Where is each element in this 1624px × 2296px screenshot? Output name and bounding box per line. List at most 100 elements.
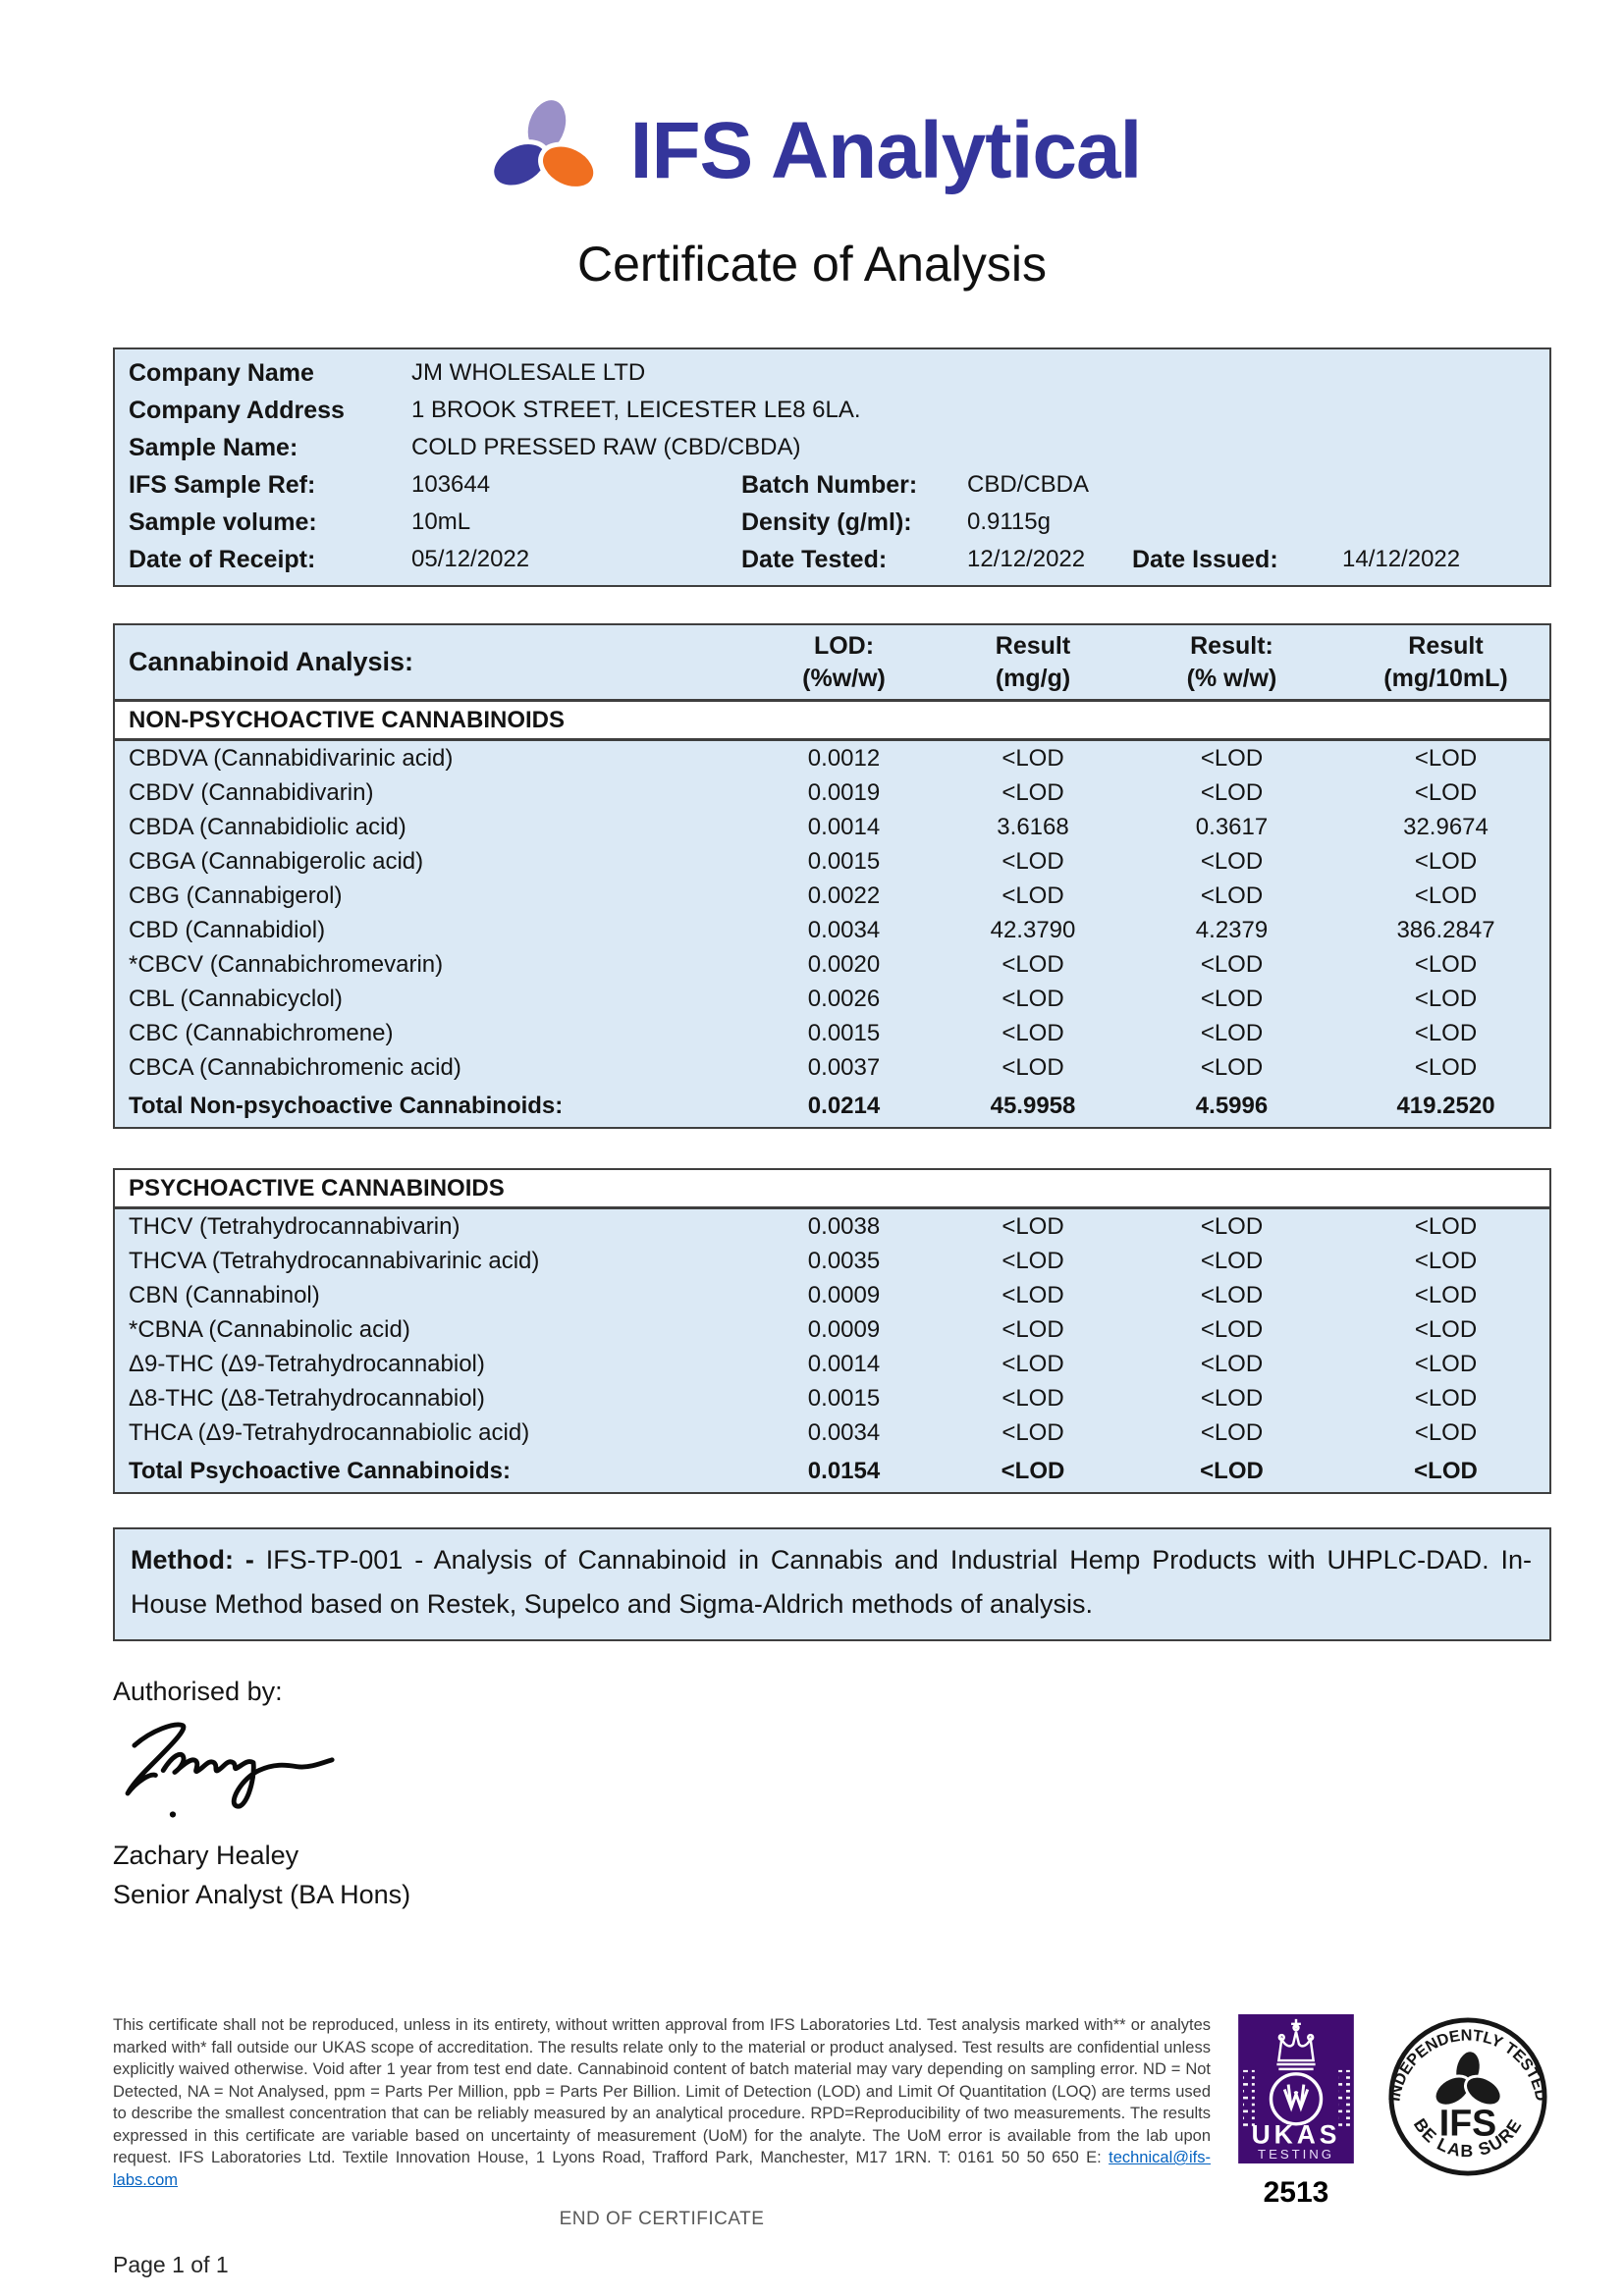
table-row: CBD (Cannabidiol) 0.0034 42.3790 4.2379 386.… (115, 913, 1549, 947)
analyte-name: CBG (Cannabigerol) (129, 881, 343, 909)
page-number: Page 1 of 1 (113, 2252, 229, 2277)
analyte-value: <LOD (1001, 744, 1064, 772)
analyte-value: <LOD (1200, 1418, 1264, 1446)
analyte-name: CBC (Cannabichromene) (129, 1019, 394, 1046)
density-label: Density (g/ml): (741, 507, 912, 536)
analyte-value: 0.0034 (807, 916, 881, 943)
analyte-value: <LOD (1200, 985, 1264, 1012)
section-title: PSYCHOACTIVE CANNABINOIDS (129, 1174, 505, 1201)
col-header-lod: LOD: (%w/w) (743, 625, 945, 699)
analyte-value: <LOD (1414, 847, 1478, 875)
analyte-value: 0.0034 (807, 1418, 881, 1446)
analyte-value: <LOD (1414, 1315, 1478, 1343)
analyte-value: <LOD (1414, 950, 1478, 978)
analyte-name: Total Non-psychoactive Cannabinoids: (129, 1092, 564, 1119)
sample-volume-label: Sample volume: (129, 507, 317, 536)
analyte-value: <LOD (1200, 881, 1264, 909)
analyte-name: *CBNA (Cannabinolic acid) (129, 1315, 410, 1343)
analyte-name: *CBCV (Cannabichromevarin) (129, 950, 444, 978)
info-row: Company Name JM WHOLESALE LTD (129, 354, 1549, 392)
analyte-value: 386.2847 (1396, 916, 1495, 943)
analyte-name: CBL (Cannabicyclol) (129, 985, 343, 1012)
authorised-role: Senior Analyst (BA Hons) (113, 1880, 411, 1909)
analyte-value: <LOD (1414, 1384, 1478, 1412)
info-row: Date of Receipt: 05/12/2022 Date Tested:… (129, 541, 1549, 578)
company-address-value: 1 BROOK STREET, LEICESTER LE8 6LA. (411, 397, 861, 423)
brand-header: IFS Analytical (0, 0, 1624, 209)
analyte-value: <LOD (1001, 950, 1064, 978)
table-row: THCVA (Tetrahydrocannabivarinic acid) 0.0… (115, 1244, 1549, 1278)
analyte-value: <LOD (1200, 1350, 1264, 1377)
analyte-value: <LOD (1200, 1384, 1264, 1412)
analyte-value: 3.6168 (997, 813, 1069, 840)
psychoactive-section: PSYCHOACTIVE CANNABINOIDS THCV (Tetrahydr… (115, 1170, 1549, 1492)
sample-name-label: Sample Name: (129, 433, 298, 461)
table-row: CBDV (Cannabidivarin) 0.0019 <LOD <LOD <LOD (115, 775, 1549, 810)
analyte-name: CBDV (Cannabidivarin) (129, 778, 374, 806)
footer: This certificate shall not be reproduced… (0, 2014, 1624, 2278)
analyte-value: 0.0012 (807, 744, 881, 772)
analyte-value: <LOD (1001, 1384, 1064, 1412)
technical-email-link[interactable]: technical@ifs-labs.com (113, 2149, 1211, 2189)
analyte-name: THCV (Tetrahydrocannabivarin) (129, 1212, 460, 1240)
table-row: Δ9-THC (Δ9-Tetrahydrocannabiol) 0.0014 <LO… (115, 1347, 1549, 1381)
table-row: *CBCV (Cannabichromevarin) 0.0020 <LOD <LOD… (115, 947, 1549, 982)
analysis-table-header: Cannabinoid Analysis: LOD: (%w/w) Result… (115, 625, 1549, 702)
table-total-row: Total Psychoactive Cannabinoids: 0.0154 <L… (115, 1450, 1549, 1492)
analyte-value: 0.0214 (807, 1092, 881, 1119)
ukas-wordmark: UKAS (1252, 2119, 1341, 2149)
analyte-value: 45.9958 (990, 1092, 1076, 1119)
analyte-value: <LOD (1001, 1212, 1064, 1240)
analyte-value: 0.0022 (807, 881, 881, 909)
density-value: 0.9115g (967, 508, 1051, 535)
analyte-value: <LOD (1200, 778, 1264, 806)
analyte-value: 419.2520 (1396, 1092, 1495, 1119)
psychoactive-analysis-table: PSYCHOACTIVE CANNABINOIDS THCV (Tetrahydr… (113, 1168, 1551, 1494)
sample-volume-value: 10mL (411, 508, 471, 535)
analyte-value: <LOD (1414, 1281, 1478, 1308)
analyte-value: <LOD (1200, 950, 1264, 978)
analyte-value: 32.9674 (1403, 813, 1489, 840)
info-row: IFS Sample Ref: 103644 Batch Number: CBD… (129, 466, 1549, 504)
table-row: CBCA (Cannabichromenic acid) 0.0037 <LOD <L… (115, 1050, 1549, 1085)
analyte-value: <LOD (1414, 1418, 1478, 1446)
ifs-stamp: INDEPENDENTLY TESTED BE LAB SURE IFS (1385, 2014, 1550, 2184)
non-psychoactive-section: NON-PSYCHOACTIVE CANNABINOIDS CBDVA (Cann… (115, 702, 1549, 1127)
analyte-value: <LOD (1001, 778, 1064, 806)
analyte-value: <LOD (1200, 1315, 1264, 1343)
analyte-value: 0.0035 (807, 1247, 881, 1274)
analyte-value: 0.0038 (807, 1212, 881, 1240)
col-header-line: (%w/w) (802, 664, 886, 692)
authorised-by-label: Authorised by: (113, 1677, 283, 1706)
analyte-value: <LOD (1414, 1212, 1478, 1240)
analyte-name: Δ8-THC (Δ8-Tetrahydrocannabiol) (129, 1384, 485, 1412)
table-row: CBG (Cannabigerol) 0.0022 <LOD <LOD <LOD (115, 879, 1549, 913)
disclaimer-body: This certificate shall not be reproduced… (113, 2016, 1211, 2166)
col-header-result-pct: Result: (% w/w) (1121, 625, 1342, 699)
analyte-value: 0.0015 (807, 1384, 881, 1412)
analyte-value: <LOD (1001, 1019, 1064, 1046)
page-title: Certificate of Analysis (577, 237, 1047, 292)
analyte-value: <LOD (1200, 1247, 1264, 1274)
analyte-value: <LOD (1414, 1053, 1478, 1081)
analyte-name: CBDVA (Cannabidivarinic acid) (129, 744, 454, 772)
analyte-value: <LOD (1200, 1457, 1264, 1484)
disclaimer-text: This certificate shall not be reproduced… (113, 2014, 1211, 2191)
analyte-name: CBDA (Cannabidiolic acid) (129, 813, 406, 840)
analyte-value: 4.2379 (1195, 916, 1269, 943)
analyte-value: <LOD (1414, 744, 1478, 772)
analyte-value: <LOD (1200, 744, 1264, 772)
authorised-name: Zachary Healey (113, 1841, 299, 1870)
method-text: IFS-TP-001 - Analysis of Cannabinoid in … (131, 1545, 1532, 1619)
col-header-result-mg10ml: Result (mg/10mL) (1342, 625, 1549, 699)
ukas-accreditation: UKAS TESTING 2513 (1232, 2014, 1360, 2210)
col-header-line: Result: (1190, 631, 1273, 660)
col-header-line: Result (1408, 631, 1484, 660)
cannabinoid-analysis-table: Cannabinoid Analysis: LOD: (%w/w) Result… (113, 623, 1551, 1129)
table-row: *CBNA (Cannabinolic acid) 0.0009 <LOD <LOD <… (115, 1312, 1549, 1347)
col-header-line: (% w/w) (1186, 664, 1277, 692)
section-title: NON-PSYCHOACTIVE CANNABINOIDS (129, 706, 566, 733)
analyte-value: 0.0014 (807, 813, 881, 840)
analyte-value: 0.0015 (807, 847, 881, 875)
